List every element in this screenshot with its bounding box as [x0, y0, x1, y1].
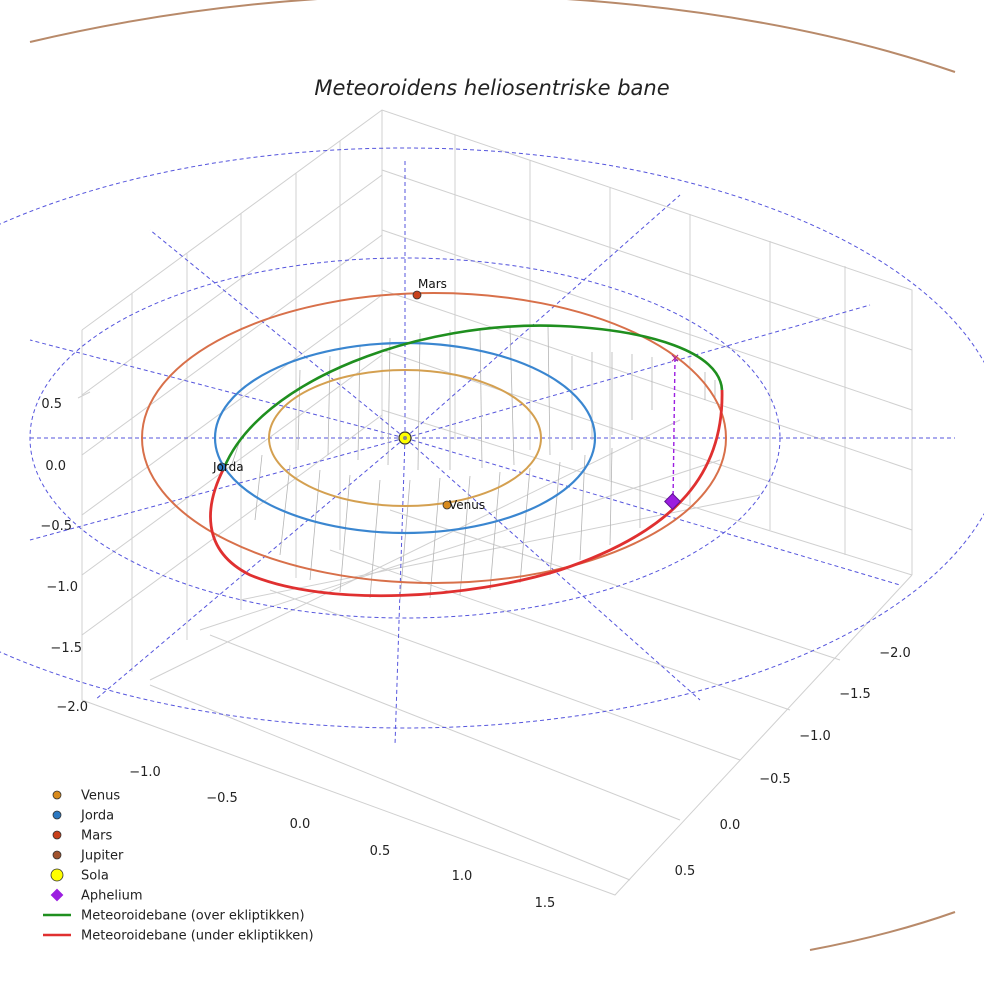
chart-title: Meteoroidens heliosentriske bane [314, 76, 669, 100]
projection-stem [339, 474, 351, 593]
legend-marker [52, 850, 62, 860]
legend-label: Aphelium [81, 889, 143, 904]
legend: Venus Jorda Mars Jupiter Sola Aphelium Meteoro… [43, 789, 314, 944]
z-tick: 0.5 [41, 397, 62, 412]
x-axis-ticks: −1.0 −0.5 0.0 0.5 1.0 1.5 [129, 765, 555, 911]
y-tick: 0.5 [675, 864, 696, 879]
projection-stem [609, 447, 613, 546]
jupiter-orbit-bottom [809, 911, 956, 951]
legend-marker [50, 868, 64, 882]
earth-marker [217, 462, 227, 472]
projection-stem [309, 469, 321, 581]
legend-label: Jupiter [80, 849, 124, 864]
jupiter-orbit-top [29, 0, 956, 73]
projection-stem [549, 461, 561, 576]
projection-stem [459, 475, 471, 596]
projection-stem [399, 479, 411, 601]
mars-label: Mars [418, 277, 447, 291]
legend-marker [50, 888, 64, 902]
legend-label: Mars [81, 829, 113, 844]
meteoroid-orbit-below [209, 389, 724, 598]
z-tick: −0.5 [40, 519, 72, 534]
venus-orbit [268, 369, 542, 507]
x-tick: 1.0 [452, 869, 473, 884]
x-tick: 0.5 [370, 844, 391, 859]
projection-stem [429, 477, 441, 599]
x-tick: 1.5 [535, 896, 556, 911]
legend-marker [52, 810, 62, 820]
projection-stem [357, 344, 361, 461]
earth-label: Jorda [212, 460, 244, 474]
legend-label: Meteoroidebane (under ekliptikken) [81, 929, 314, 944]
aphelion-projection [672, 357, 676, 503]
aphelion-marker [664, 493, 681, 510]
z-tick: −1.0 [46, 580, 78, 595]
x-tick: 0.0 [290, 817, 311, 832]
projection-stem [417, 332, 421, 471]
aphelion-projection-mark: × [670, 351, 680, 365]
projection-stem [297, 369, 301, 451]
legend-label: Meteoroidebane (over ekliptikken) [81, 909, 305, 924]
legend-label: Venus [81, 789, 120, 804]
projection-stem [579, 454, 586, 561]
y-axis-ticks: −2.0 −1.5 −1.0 −0.5 0.0 0.5 [675, 646, 911, 879]
x-tick: −1.0 [129, 765, 161, 780]
legend-label: Jorda [80, 809, 114, 824]
legend-marker [52, 830, 62, 840]
projection-stem [279, 464, 291, 556]
x-tick: −0.5 [206, 791, 238, 806]
z-axis-ticks: 0.5 0.0 −0.5 −1.0 −1.5 −2.0 [40, 391, 91, 715]
y-tick: −2.0 [879, 646, 911, 661]
y-tick: −1.0 [799, 729, 831, 744]
projection-stem [519, 467, 531, 584]
sun-center [403, 436, 407, 440]
projection-stem [547, 325, 551, 456]
projection-stem [369, 479, 381, 599]
meteoroid-orbit-above [222, 324, 724, 469]
projection-stem [479, 327, 483, 469]
z-tick: 0.0 [45, 459, 66, 474]
projection-stem [387, 337, 391, 466]
y-tick: 0.0 [720, 818, 741, 833]
y-tick: −1.5 [839, 687, 871, 702]
z-tick: −2.0 [56, 700, 88, 715]
mars-orbit [141, 292, 727, 584]
mars-marker [412, 290, 422, 300]
y-tick: −0.5 [759, 772, 791, 787]
legend-marker [52, 790, 62, 800]
projection-stem [489, 471, 501, 591]
venus-marker [442, 500, 452, 510]
z-tick: −1.5 [50, 641, 82, 656]
projection-stems [229, 325, 716, 601]
ecliptic-reference-grid [0, 147, 984, 746]
venus-label: Venus [449, 498, 485, 512]
projection-stem [229, 439, 241, 471]
projection-stem [254, 454, 263, 521]
legend-label: Sola [81, 869, 109, 884]
